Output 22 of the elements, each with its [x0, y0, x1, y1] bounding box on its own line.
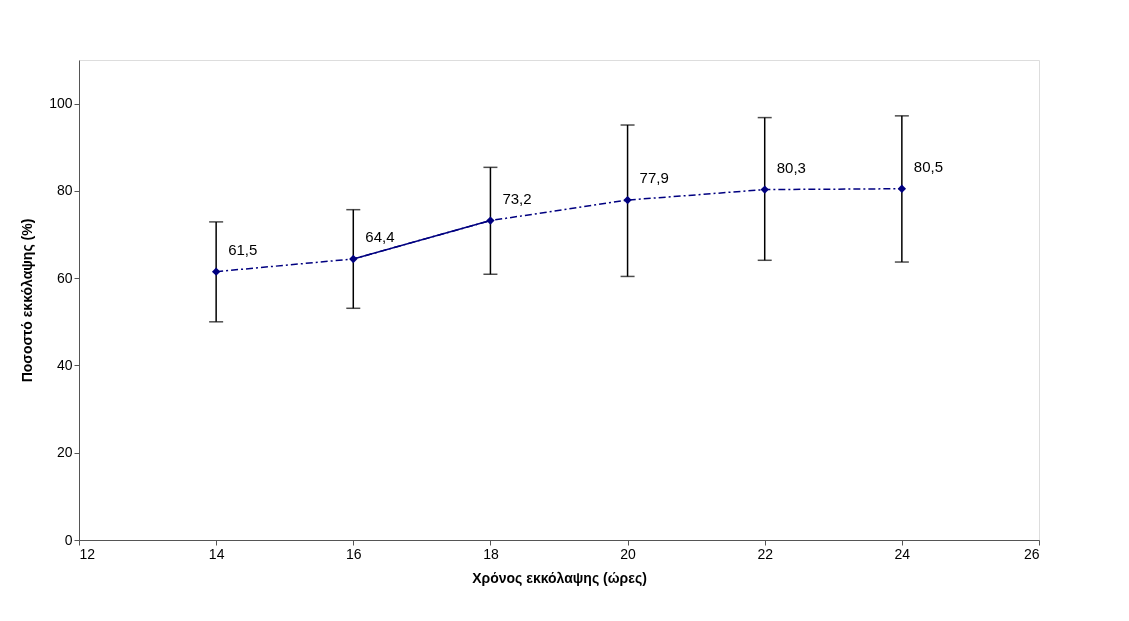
- data-label: 80,3: [776, 158, 806, 176]
- y-tick-label: 0: [64, 531, 73, 548]
- data-label: 80,5: [913, 157, 944, 175]
- y-axis-title: Ποσοστό εκκόλαψης (%): [19, 218, 36, 383]
- x-tick-label: 26: [1023, 545, 1040, 562]
- data-label: 64,4: [365, 227, 395, 245]
- x-tick-label: 18: [483, 545, 499, 562]
- x-tick-label: 12: [79, 545, 96, 562]
- x-tick-label: 22: [757, 545, 774, 562]
- y-tick-label: 80: [56, 182, 73, 199]
- x-tick-label: 16: [346, 545, 362, 562]
- data-label: 73,2: [502, 189, 532, 207]
- y-tick-label: 100: [49, 95, 73, 112]
- x-tick-label: 20: [620, 545, 637, 562]
- x-axis-title: Χρόνος εκκόλαψης (ώρες): [472, 569, 647, 586]
- data-label: 77,9: [639, 169, 669, 187]
- y-tick-label: 20: [56, 444, 73, 461]
- y-tick-label: 40: [56, 356, 73, 373]
- x-tick-label: 24: [894, 545, 911, 562]
- data-label: 61,5: [228, 240, 258, 258]
- x-tick-label: 14: [208, 545, 225, 562]
- y-tick-label: 60: [56, 269, 73, 286]
